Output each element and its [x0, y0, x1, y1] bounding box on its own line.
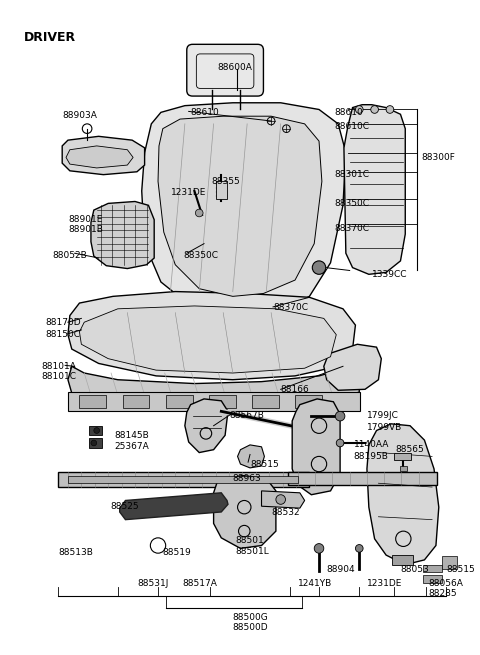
Circle shape	[94, 428, 99, 434]
Text: 1231DE: 1231DE	[170, 188, 206, 197]
Text: 88610: 88610	[335, 107, 363, 117]
Text: 88166: 88166	[281, 386, 310, 394]
Circle shape	[355, 105, 363, 113]
Text: 88053: 88053	[400, 565, 429, 574]
Text: 88370C: 88370C	[335, 225, 369, 233]
Text: 88515: 88515	[250, 460, 279, 469]
Polygon shape	[158, 116, 322, 296]
Text: 88513B: 88513B	[59, 548, 93, 557]
Text: 88901B: 88901B	[68, 225, 103, 234]
Polygon shape	[68, 366, 359, 407]
Polygon shape	[91, 202, 154, 269]
Text: 88195B: 88195B	[353, 451, 388, 460]
Text: 88370C: 88370C	[273, 303, 308, 312]
Polygon shape	[214, 476, 276, 548]
FancyBboxPatch shape	[187, 45, 264, 96]
Bar	[89, 426, 102, 436]
Text: 88056A: 88056A	[428, 579, 463, 588]
Bar	[295, 395, 322, 409]
Polygon shape	[142, 103, 346, 316]
Text: 88525: 88525	[110, 502, 139, 512]
Circle shape	[386, 105, 394, 113]
Polygon shape	[185, 399, 228, 453]
Circle shape	[355, 544, 363, 552]
Bar	[422, 565, 442, 572]
Bar	[209, 395, 236, 409]
Polygon shape	[62, 136, 144, 175]
Bar	[59, 472, 310, 487]
Circle shape	[336, 411, 345, 421]
Text: 88350C: 88350C	[335, 198, 369, 208]
Circle shape	[312, 261, 326, 274]
Bar	[252, 395, 279, 409]
Text: 88145B: 88145B	[114, 430, 149, 440]
Text: DRIVER: DRIVER	[24, 31, 76, 44]
Polygon shape	[80, 306, 336, 373]
Bar	[122, 395, 149, 409]
Text: 88565: 88565	[396, 445, 424, 454]
Text: 1231DE: 1231DE	[367, 579, 402, 588]
Polygon shape	[367, 424, 439, 565]
Circle shape	[314, 544, 324, 553]
Text: 88301C: 88301C	[335, 170, 369, 179]
Circle shape	[371, 105, 378, 113]
Circle shape	[336, 439, 344, 447]
Circle shape	[91, 440, 96, 446]
Text: 88350C: 88350C	[183, 252, 218, 260]
Text: 25367A: 25367A	[114, 442, 149, 451]
Text: 88531J: 88531J	[137, 579, 168, 588]
Polygon shape	[324, 345, 381, 390]
Bar	[89, 438, 102, 448]
Text: 88101A: 88101A	[41, 362, 76, 371]
Text: 88515: 88515	[446, 565, 475, 574]
Bar	[166, 395, 192, 409]
Text: 88901E: 88901E	[68, 215, 102, 224]
Bar	[392, 555, 413, 565]
Bar	[394, 453, 411, 460]
Text: 88610: 88610	[191, 107, 219, 117]
Text: 88501: 88501	[236, 536, 264, 545]
Polygon shape	[344, 105, 405, 274]
Bar	[442, 556, 457, 569]
Bar	[422, 575, 442, 583]
Text: 1339CC: 1339CC	[372, 271, 407, 280]
Polygon shape	[120, 493, 228, 519]
Text: 1799VB: 1799VB	[367, 423, 402, 432]
Bar	[80, 395, 106, 409]
Text: 88600A: 88600A	[217, 64, 252, 73]
Text: 88170D: 88170D	[45, 318, 81, 328]
Text: 88300F: 88300F	[421, 153, 456, 162]
Text: 88150C: 88150C	[45, 330, 80, 339]
Text: 88101C: 88101C	[41, 372, 76, 381]
Text: 88052B: 88052B	[53, 252, 87, 260]
Text: 88285: 88285	[428, 589, 457, 597]
Text: 88517A: 88517A	[182, 579, 217, 588]
Text: 88567B: 88567B	[229, 411, 264, 421]
Text: 88355: 88355	[212, 177, 240, 185]
Text: 88500G: 88500G	[233, 612, 268, 622]
Text: 88904: 88904	[327, 565, 355, 574]
Text: 1799JC: 1799JC	[367, 411, 399, 421]
Text: 88963: 88963	[233, 474, 262, 483]
Text: 1140AA: 1140AA	[353, 440, 389, 449]
Bar	[216, 181, 227, 198]
Text: 88519: 88519	[163, 548, 192, 557]
Polygon shape	[68, 291, 355, 380]
Text: 88903A: 88903A	[62, 111, 97, 121]
Polygon shape	[292, 399, 340, 495]
Text: 88501L: 88501L	[236, 548, 269, 557]
Text: 88610C: 88610C	[335, 122, 369, 131]
Text: 1241YB: 1241YB	[298, 579, 332, 588]
Bar	[68, 476, 298, 483]
Bar	[68, 392, 360, 411]
Bar	[399, 466, 407, 471]
Circle shape	[276, 495, 286, 504]
Text: 88500D: 88500D	[233, 623, 268, 632]
Text: 88532: 88532	[271, 508, 300, 517]
Circle shape	[195, 209, 203, 217]
Bar	[288, 472, 437, 485]
Polygon shape	[262, 491, 305, 508]
Polygon shape	[238, 445, 264, 468]
Polygon shape	[66, 146, 133, 168]
